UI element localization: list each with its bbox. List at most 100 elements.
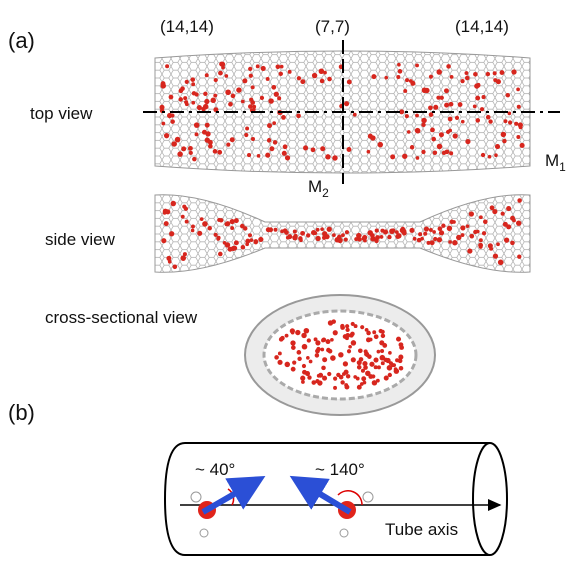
water-dot bbox=[161, 122, 165, 126]
water-dot bbox=[360, 382, 364, 386]
water-dot bbox=[211, 98, 216, 103]
water-dot bbox=[476, 83, 480, 87]
water-dot bbox=[430, 128, 435, 133]
water-dot bbox=[269, 146, 274, 151]
water-dot bbox=[191, 101, 195, 105]
water-dot bbox=[202, 130, 207, 135]
water-dot bbox=[339, 375, 344, 380]
water-dot bbox=[504, 238, 509, 243]
water-dot bbox=[475, 96, 480, 101]
water-dot bbox=[433, 237, 437, 241]
water-dot bbox=[345, 328, 349, 332]
water-dot bbox=[191, 225, 195, 229]
water-dot bbox=[261, 66, 266, 71]
water-dot bbox=[394, 367, 398, 371]
water-dot bbox=[511, 69, 516, 74]
water-dot bbox=[225, 221, 230, 226]
water-dot bbox=[248, 67, 252, 71]
water-dot bbox=[453, 133, 458, 138]
water-dot bbox=[344, 101, 349, 106]
water-dot bbox=[302, 364, 306, 368]
water-dot bbox=[397, 63, 401, 67]
water-dot bbox=[260, 96, 264, 100]
water-dot bbox=[344, 370, 349, 375]
water-dot bbox=[383, 229, 388, 234]
water-dot bbox=[372, 380, 377, 385]
water-dot bbox=[242, 78, 247, 83]
water-dot bbox=[218, 252, 223, 257]
water-dot bbox=[213, 149, 218, 154]
water-dot bbox=[452, 240, 457, 245]
water-dot bbox=[388, 373, 392, 377]
water-dot bbox=[496, 79, 501, 84]
water-dot bbox=[247, 153, 251, 157]
water-dot bbox=[384, 376, 389, 381]
water-dot bbox=[496, 242, 500, 246]
water-dot bbox=[460, 225, 465, 230]
water-dot bbox=[344, 237, 348, 241]
water-dot bbox=[437, 237, 442, 242]
water-dot bbox=[368, 134, 373, 139]
water-dot bbox=[402, 231, 407, 236]
water-dot bbox=[218, 71, 223, 76]
water-dot bbox=[479, 215, 483, 219]
water-dot bbox=[326, 348, 331, 353]
water-dot bbox=[281, 115, 286, 120]
water-dot bbox=[501, 212, 505, 216]
water-dot bbox=[326, 339, 331, 344]
water-dot bbox=[205, 73, 209, 77]
water-dot bbox=[413, 237, 417, 241]
water-dot bbox=[201, 107, 205, 111]
water-dot bbox=[449, 102, 454, 107]
water-dot bbox=[458, 102, 463, 107]
water-dot bbox=[375, 229, 379, 233]
water-dot bbox=[395, 358, 399, 362]
water-dot bbox=[274, 355, 279, 360]
water-dot bbox=[372, 330, 376, 334]
water-dot bbox=[381, 334, 386, 339]
water-dot bbox=[516, 135, 520, 139]
water-dot bbox=[322, 231, 327, 236]
water-dot bbox=[265, 153, 270, 158]
water-molecule bbox=[191, 482, 255, 537]
water-dot bbox=[347, 80, 352, 85]
water-dot bbox=[230, 219, 235, 224]
water-dot bbox=[490, 205, 495, 210]
water-dot bbox=[249, 98, 253, 102]
water-dot bbox=[163, 211, 167, 215]
water-dot bbox=[494, 153, 498, 157]
water-dot bbox=[322, 376, 327, 381]
water-dot bbox=[455, 116, 459, 120]
water-dot bbox=[448, 129, 452, 133]
water-dot bbox=[437, 144, 443, 150]
water-dot bbox=[311, 147, 316, 152]
water-dot bbox=[293, 229, 297, 233]
water-dot bbox=[320, 227, 324, 231]
water-dot bbox=[388, 351, 392, 355]
water-dot bbox=[430, 240, 435, 245]
water-dot bbox=[315, 236, 320, 241]
water-dot bbox=[439, 230, 444, 235]
water-dot bbox=[501, 132, 506, 137]
water-dot bbox=[202, 221, 208, 227]
water-dot bbox=[346, 374, 350, 378]
water-dot bbox=[266, 227, 271, 232]
water-dot bbox=[267, 138, 271, 142]
water-dot bbox=[347, 147, 352, 152]
water-dot bbox=[232, 246, 237, 251]
water-dot bbox=[510, 241, 515, 246]
water-dot bbox=[444, 103, 449, 108]
water-dot bbox=[367, 150, 371, 154]
water-dot bbox=[399, 366, 404, 371]
water-dot bbox=[248, 233, 252, 237]
panel-label: (a) bbox=[8, 28, 35, 53]
water-dot bbox=[282, 151, 287, 156]
water-dot bbox=[166, 256, 171, 261]
water-dot bbox=[295, 330, 300, 335]
water-dot bbox=[420, 237, 424, 241]
panel-label: (b) bbox=[8, 400, 35, 425]
water-dot bbox=[321, 366, 326, 371]
water-dot bbox=[223, 241, 227, 245]
water-dot bbox=[294, 234, 298, 238]
water-dot bbox=[351, 340, 356, 345]
